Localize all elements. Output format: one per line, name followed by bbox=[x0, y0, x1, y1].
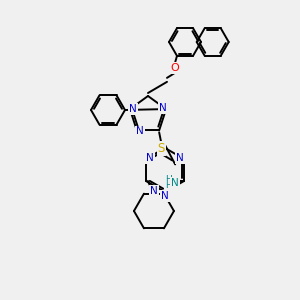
Text: S: S bbox=[158, 142, 165, 155]
Text: O: O bbox=[171, 63, 179, 73]
Text: N: N bbox=[159, 103, 167, 113]
Text: H: H bbox=[165, 182, 171, 190]
Text: H: H bbox=[165, 176, 171, 184]
Text: N: N bbox=[161, 191, 169, 201]
Text: N: N bbox=[129, 104, 137, 114]
Text: N: N bbox=[136, 126, 144, 136]
Text: N: N bbox=[150, 186, 158, 196]
Text: N: N bbox=[176, 153, 184, 163]
Text: N: N bbox=[146, 153, 154, 163]
Text: N: N bbox=[171, 178, 179, 188]
